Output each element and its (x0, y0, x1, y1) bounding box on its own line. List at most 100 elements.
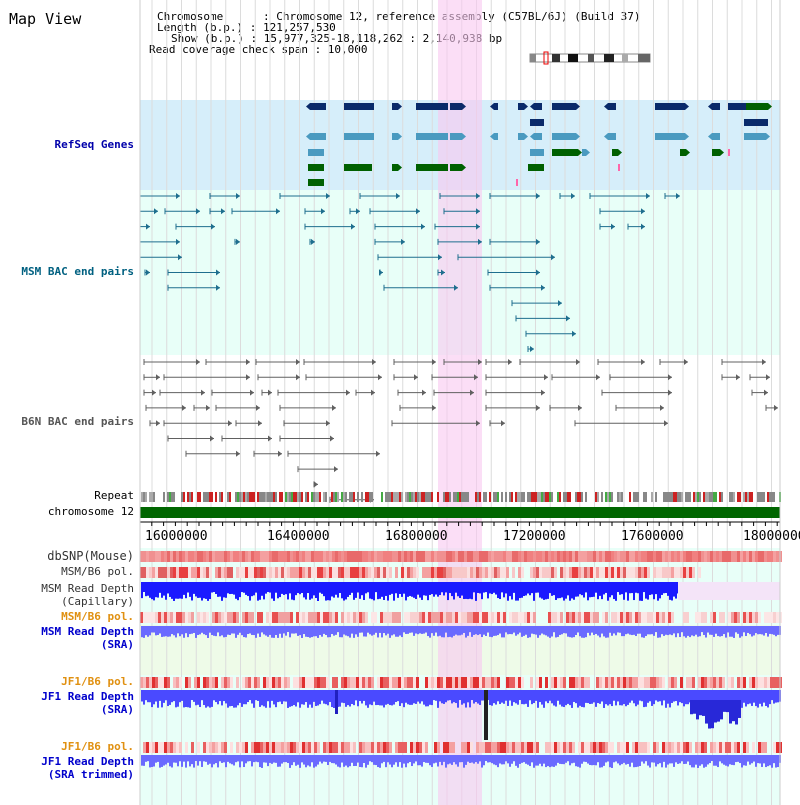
bac-pair-arrow (774, 404, 778, 411)
depth-bar (399, 690, 401, 706)
depth-bar (541, 755, 543, 767)
depth-bar (467, 690, 469, 703)
heat-cell (335, 742, 338, 753)
depth-bar (373, 755, 375, 765)
heat-cell (353, 567, 356, 578)
depth-bar (437, 755, 439, 767)
depth-bar (471, 755, 473, 763)
depth-bar (181, 690, 183, 701)
depth-bar (339, 582, 341, 594)
heat-cell (404, 677, 407, 688)
refseq-label[interactable]: RefSeq Genes (54, 138, 134, 151)
b6n-bac-label[interactable]: B6N BAC end pairs (21, 415, 134, 428)
depth-bar (547, 755, 549, 767)
heat-cell (245, 551, 248, 562)
depth-bar (407, 582, 409, 597)
heat-cell (530, 677, 533, 688)
depth-bar (547, 690, 549, 704)
msm-depth-sra-label[interactable]: MSM Read Depth (41, 625, 134, 638)
msm-pol-2-label[interactable]: MSM/B6 pol. (61, 610, 134, 623)
depth-bar (465, 626, 467, 638)
jf1-trim-label[interactable]: JF1 Read Depth (41, 755, 134, 768)
depth-bar (313, 626, 315, 637)
depth-bar (243, 755, 245, 768)
depth-bar (713, 626, 715, 637)
heat-cell (281, 567, 284, 578)
heat-cell (233, 551, 236, 562)
repeat-label[interactable]: Repeat (94, 489, 134, 502)
heat-cell (188, 677, 191, 688)
depth-bar (309, 690, 311, 705)
depth-bar (535, 582, 537, 593)
heat-cell (359, 551, 362, 562)
depth-bar (243, 626, 245, 638)
heat-cell (344, 742, 347, 753)
depth-bar (289, 755, 291, 768)
depth-bar (413, 582, 415, 598)
depth-bar (497, 626, 499, 636)
depth-bar (361, 626, 363, 633)
repeat-block (227, 492, 229, 502)
depth-bar (199, 626, 201, 635)
msm-pol-label[interactable]: MSM/B6 pol. (61, 565, 134, 578)
depth-bar (421, 690, 423, 702)
chromosome-bar[interactable] (140, 507, 780, 518)
msm-depth-cap-label[interactable]: MSM Read Depth (41, 582, 134, 595)
repeat-block (651, 492, 653, 502)
dbsnp-label[interactable]: dbSNP(Mouse) (47, 549, 134, 563)
heat-cell (674, 742, 677, 753)
heat-cell (293, 567, 296, 578)
depth-bar (705, 690, 707, 703)
bac-pair-arrow (530, 346, 534, 352)
heat-cell (260, 567, 263, 578)
depth-bar (333, 755, 335, 764)
jf1-pol-2-label[interactable]: JF1/B6 pol. (61, 740, 134, 753)
depth-bar (443, 755, 445, 762)
repeat-block (407, 492, 409, 502)
depth-bar (315, 626, 317, 637)
depth-bar (539, 626, 541, 636)
depth-bar (457, 755, 459, 767)
depth-bar (701, 755, 703, 765)
chromosome-ideogram[interactable] (529, 51, 651, 65)
depth-bar (371, 582, 373, 600)
depth-bar (725, 690, 727, 706)
heat-cell (305, 742, 308, 753)
heat-cell (569, 742, 572, 753)
depth-bar (543, 626, 545, 635)
heat-cell (335, 567, 338, 578)
depth-bar (281, 690, 283, 705)
heat-cell (668, 551, 671, 562)
b6n-bac-pairs[interactable] (143, 359, 778, 503)
repeat-block (621, 492, 623, 502)
bac-pair-arrow (156, 420, 160, 427)
depth-bar (559, 690, 561, 705)
repeat-block (423, 492, 425, 502)
depth-bar (261, 626, 263, 633)
heat-cell (203, 677, 206, 688)
depth-bar (565, 626, 567, 634)
depth-bar (503, 690, 505, 704)
heat-cell (734, 551, 737, 562)
jf1-depth-label[interactable]: JF1 Read Depth (41, 690, 134, 703)
heat-cell (605, 677, 608, 688)
refseq-genes[interactable] (306, 103, 772, 186)
heat-cell (587, 677, 590, 688)
depth-bar (483, 582, 485, 593)
heat-cell (287, 677, 290, 688)
heat-cell (704, 612, 707, 623)
heat-cell (515, 742, 518, 753)
depth-bar (157, 582, 159, 598)
depth-bar (267, 582, 269, 593)
heat-cell (290, 551, 293, 562)
heat-cell (209, 742, 212, 753)
bac-pair-arrow (178, 254, 182, 261)
msm-bac-label[interactable]: MSM BAC end pairs (21, 265, 134, 278)
heat-cell (536, 677, 539, 688)
jf1-pol-label[interactable]: JF1/B6 pol. (61, 675, 134, 688)
depth-bar (331, 755, 333, 764)
depth-bar (375, 755, 377, 766)
heat-cell (698, 677, 701, 688)
repeat-block (149, 492, 151, 502)
